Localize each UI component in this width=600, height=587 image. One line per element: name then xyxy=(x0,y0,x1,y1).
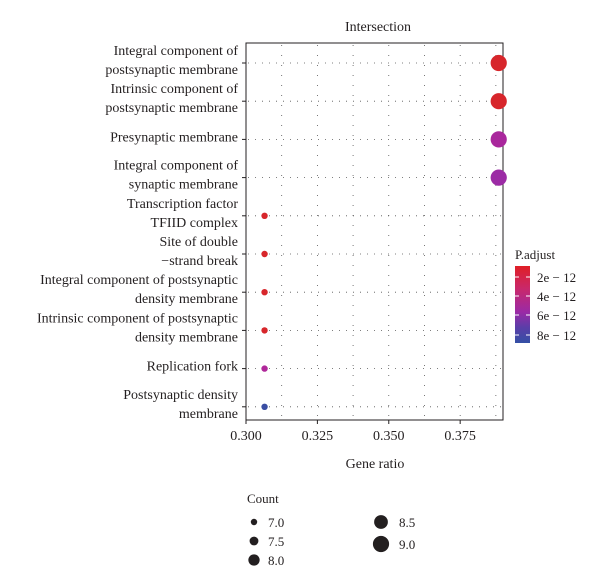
size-legend-key xyxy=(249,536,259,546)
y-tick-label: Integral component of postsynaptic membra… xyxy=(105,44,238,78)
x-tick-label: 0.300 xyxy=(230,429,262,444)
size-legend-label: 7.5 xyxy=(268,534,284,549)
y-tick-label: Intrinsic component of postsynaptic membr… xyxy=(105,82,238,116)
y-tick-label-line: TFIID complex xyxy=(151,216,238,231)
y-tick-label-line: Presynaptic membrane xyxy=(110,130,238,145)
y-tick-label: Integral component of postsynaptic densit… xyxy=(40,273,238,307)
x-axis-label: Gene ratio xyxy=(346,457,405,472)
data-point xyxy=(261,365,268,372)
color-legend-label: 8e − 12 xyxy=(537,328,576,343)
size-legend-key xyxy=(248,554,260,566)
y-tick-label-line: Integral component of xyxy=(114,44,239,59)
y-tick-label-line: synaptic membrane xyxy=(129,178,238,193)
color-legend-title: P.adjust xyxy=(515,247,555,262)
y-tick-label-line: Site of double xyxy=(159,235,238,250)
y-tick-label: Site of double −strand break xyxy=(159,235,238,269)
plot-area: Integral component of postsynaptic membra… xyxy=(37,42,507,444)
y-tick-label-line: Intrinsic component of xyxy=(110,82,238,97)
size-legend-label: 8.0 xyxy=(268,553,284,568)
size-legend-label: 8.5 xyxy=(399,515,415,530)
x-tick-label: 0.350 xyxy=(373,429,405,444)
y-tick-label-line: Integral component of postsynaptic xyxy=(40,273,238,288)
size-legend-key xyxy=(372,535,390,553)
y-tick-label-line: Integral component of xyxy=(114,159,239,174)
y-tick-label-line: postsynaptic membrane xyxy=(105,101,238,116)
data-point xyxy=(490,169,507,186)
chart-title: Intersection xyxy=(345,20,411,35)
color-legend-label: 6e − 12 xyxy=(537,308,576,323)
y-tick-label: Replication fork xyxy=(147,360,238,375)
color-legend-label: 4e − 12 xyxy=(537,289,576,304)
y-tick-label-line: postsynaptic membrane xyxy=(105,63,238,78)
data-point xyxy=(261,250,268,258)
x-tick-label: 0.375 xyxy=(444,429,476,444)
y-tick-label: Transcription factor TFIID complex xyxy=(127,197,238,231)
y-tick-label-line: Transcription factor xyxy=(127,197,238,212)
y-tick-label-line: Postsynaptic density xyxy=(123,388,238,403)
y-tick-label: Integral component of synaptic membrane xyxy=(114,159,239,193)
data-point xyxy=(261,327,268,334)
y-tick-label-line: Intrinsic component of postsynaptic xyxy=(37,311,238,326)
y-tick-label-line: density membrane xyxy=(135,292,238,307)
size-legend-key xyxy=(250,518,258,526)
size-legend-label: 7.0 xyxy=(268,515,284,530)
size-legend-key xyxy=(374,515,388,529)
y-tick-label-line: density membrane xyxy=(135,330,238,345)
data-point xyxy=(261,289,268,296)
size-legend-title: Count xyxy=(247,491,279,506)
data-point xyxy=(490,93,507,110)
y-tick-label-line: Replication fork xyxy=(147,360,238,375)
plot-panel-border xyxy=(245,42,504,421)
x-tick-label: 0.325 xyxy=(302,429,334,444)
data-point xyxy=(490,131,507,148)
size-legend-label: 9.0 xyxy=(399,537,415,552)
y-tick-label: Presynaptic membrane xyxy=(110,130,238,145)
data-point xyxy=(261,403,268,410)
color-legend-bar xyxy=(515,266,530,343)
legends: P.adjust 2e − 12 4e − 12 6e − 12 8e − 12 Coun… xyxy=(247,247,576,568)
color-legend-label: 2e − 12 xyxy=(537,270,576,285)
data-point xyxy=(490,54,507,72)
y-tick-label-line: −strand break xyxy=(161,254,238,269)
y-tick-label: Postsynaptic density membrane xyxy=(123,388,238,422)
data-point xyxy=(261,212,268,219)
y-tick-label: Intrinsic component of postsynaptic densi… xyxy=(37,311,238,345)
y-tick-label-line: membrane xyxy=(179,407,238,422)
